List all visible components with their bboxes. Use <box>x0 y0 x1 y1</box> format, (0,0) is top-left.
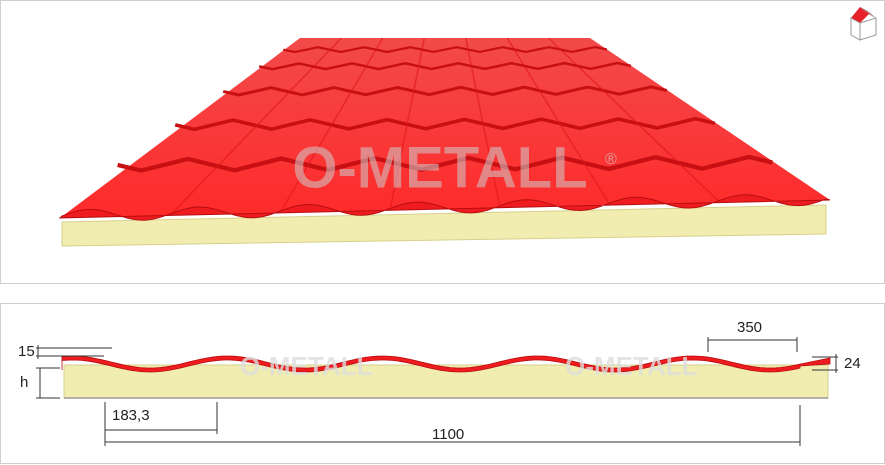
tile-row <box>282 45 608 54</box>
watermark: O-METALL <box>565 351 697 381</box>
tile-column <box>548 37 721 204</box>
section-skin <box>61 355 831 373</box>
front-edge <box>58 194 831 221</box>
tile-column <box>389 37 426 211</box>
watermark: O-METALL <box>292 135 587 200</box>
tile-row <box>222 85 668 97</box>
tile-column <box>169 37 342 216</box>
dim-height: h <box>20 374 28 391</box>
dim-wave: 350 <box>737 319 762 336</box>
tile-column <box>464 37 501 208</box>
dim-step: 183,3 <box>112 407 150 424</box>
tile-row <box>174 116 716 132</box>
dim-skin: 15 <box>18 343 35 360</box>
dim-edge: 24 <box>844 355 861 372</box>
tile-column <box>506 37 611 206</box>
cross-section <box>61 355 831 399</box>
tile-column <box>279 37 384 214</box>
tile-row <box>258 61 632 71</box>
foam-face <box>61 204 827 247</box>
roof-surface <box>60 38 830 218</box>
registered-mark: ® <box>605 151 617 168</box>
house-icon <box>850 6 877 41</box>
panel-3d <box>58 37 831 247</box>
tile-row <box>117 154 773 173</box>
dimension-lines <box>36 337 838 446</box>
dim-width: 1100 <box>432 426 464 443</box>
watermark: O-METALL <box>240 351 372 381</box>
